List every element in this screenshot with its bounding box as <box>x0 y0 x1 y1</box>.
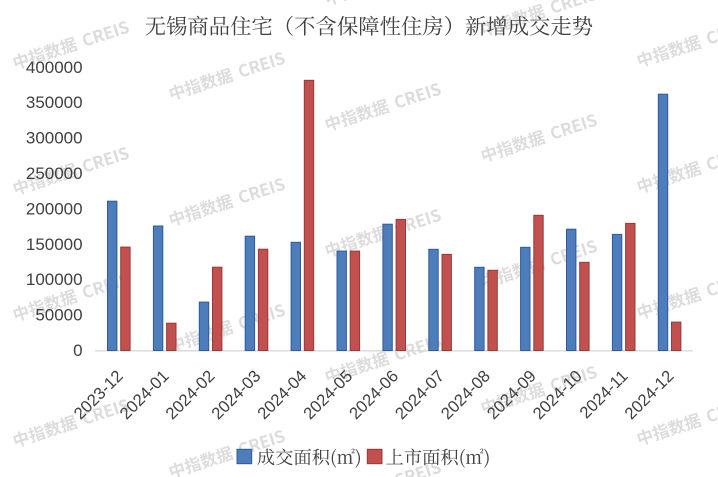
svg-text:350000: 350000 <box>26 93 83 112</box>
svg-text:300000: 300000 <box>26 129 83 148</box>
svg-text:150000: 150000 <box>26 235 83 254</box>
svg-text:100000: 100000 <box>26 270 83 289</box>
svg-text:50000: 50000 <box>35 306 82 325</box>
svg-text:200000: 200000 <box>26 199 83 218</box>
svg-text:250000: 250000 <box>26 164 83 183</box>
svg-text:400000: 400000 <box>26 58 83 77</box>
svg-text:0: 0 <box>73 341 82 360</box>
